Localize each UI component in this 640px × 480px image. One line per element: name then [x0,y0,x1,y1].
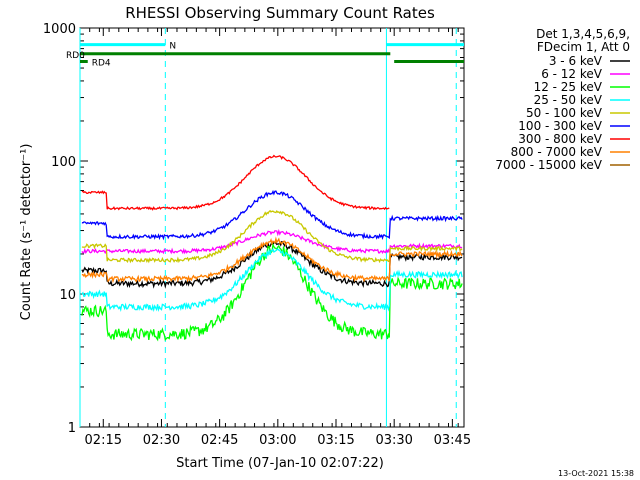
legend-entry-label: 12 - 25 keV [534,80,603,94]
x-tick-label: 02:15 [85,433,122,448]
series-line [81,209,463,264]
legend-entry-label: 3 - 6 keV [549,54,603,68]
legend-header: Det 1,3,4,5,6,9, [536,27,630,41]
y-tick-label: 1000 [43,22,76,37]
legend-entry-label: 800 - 7000 keV [511,145,603,159]
legend-entry-label: 6 - 12 keV [541,67,603,81]
legend-entry-label: 25 - 50 keV [534,93,603,107]
x-tick-label: 02:45 [201,433,238,448]
annotation-label: RD0 [66,51,85,61]
y-tick-label: 100 [51,155,76,170]
x-tick-label: 03:45 [434,433,471,448]
annotation-label: RD4 [92,58,111,68]
legend-entry-label: 100 - 300 keV [518,119,602,133]
legend-entry-label: 7000 - 15000 keV [495,158,602,172]
y-tick-label: 1 [68,421,76,436]
legend-header: FDecim 1, Att 0 [537,40,630,54]
legend-entry-label: 300 - 800 keV [518,132,602,146]
x-tick-label: 02:30 [143,433,180,448]
y-tick-label: 10 [59,288,76,303]
x-tick-label: 03:30 [375,433,412,448]
legend: Det 1,3,4,5,6,9,FDecim 1, Att 03 - 6 keV… [495,27,630,172]
series-line [81,228,463,255]
x-tick-label: 03:15 [317,433,354,448]
series-line [81,248,463,313]
series-line [81,236,463,284]
chart-title: RHESSI Observing Summary Count Rates [125,4,435,22]
annotation-label: N [169,42,176,52]
x-axis-label: Start Time (07-Jan-10 02:07:22) [176,456,384,471]
series-line [81,154,390,211]
x-tick-label: 03:00 [259,433,296,448]
legend-entry-label: 50 - 100 keV [526,106,603,120]
series-line [81,189,463,241]
plot-area: 1 10 100 1000 02:15 02:30 02:45 03:00 03:15 03:30… [43,22,471,448]
y-axis-label: Count Rate (s⁻¹ detector⁻¹) [19,144,34,321]
footer-date: 13-Oct-2021 15:38 [558,469,634,478]
plot-frame [79,27,465,428]
